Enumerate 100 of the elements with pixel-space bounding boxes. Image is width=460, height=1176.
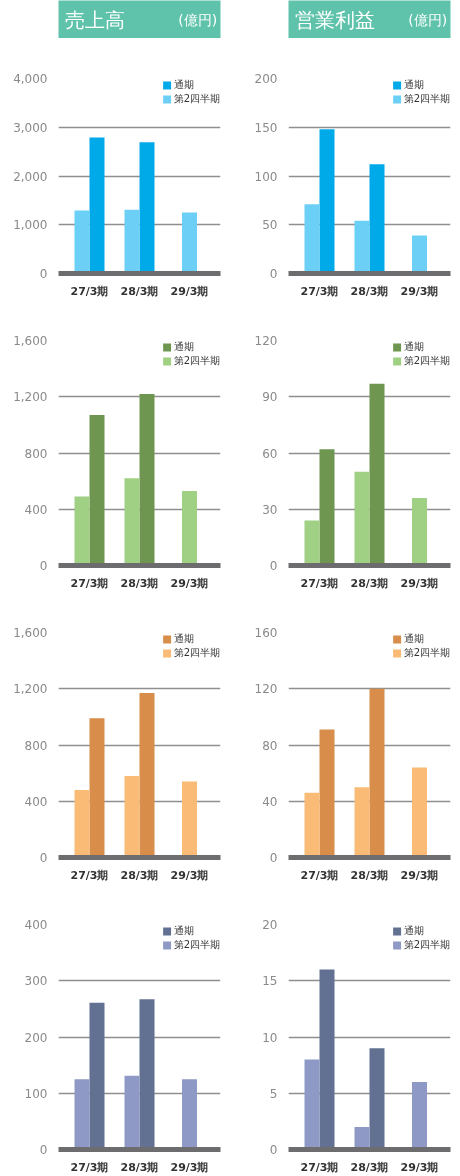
x-tick-label: 29/3期 — [400, 576, 439, 590]
bar — [89, 718, 105, 858]
x-tick-label: 29/3期 — [170, 868, 209, 882]
chart-subtitle: (億円) — [408, 11, 448, 28]
y-tick-label: 1,000 — [13, 218, 48, 233]
y-tick-label: 0 — [39, 1143, 48, 1157]
bar — [369, 1048, 385, 1150]
legend-label: 第2四半期 — [403, 938, 450, 952]
y-tick-label: 200 — [254, 72, 278, 86]
bar — [354, 220, 370, 274]
y-tick-label: 1,200 — [13, 682, 48, 697]
y-tick-label: 100 — [24, 1086, 48, 1101]
bar — [354, 787, 370, 858]
bar — [74, 496, 90, 566]
x-tick-label: 28/3期 — [120, 576, 159, 590]
bar — [89, 137, 105, 274]
y-tick-label: 120 — [254, 334, 278, 348]
legend-label: 第2四半期 — [173, 646, 220, 660]
y-tick-label: 800 — [24, 446, 48, 461]
y-tick-label: 0 — [39, 267, 48, 281]
y-tick-label: 2,000 — [13, 169, 48, 184]
x-tick-label: 28/3期 — [350, 284, 389, 298]
y-tick-label: 0 — [39, 851, 48, 865]
bar — [139, 999, 155, 1150]
x-tick-label: 28/3期 — [120, 284, 159, 298]
bar — [304, 792, 320, 858]
y-tick-label: 400 — [24, 918, 48, 932]
y-tick-label: 15 — [262, 974, 278, 989]
y-tick-label: 10 — [262, 1030, 278, 1045]
bar — [124, 478, 140, 566]
bar — [369, 688, 385, 858]
x-tick-label: 27/3期 — [300, 284, 339, 298]
legend-label: 第2四半期 — [173, 938, 220, 952]
x-tick-label: 27/3期 — [70, 576, 109, 590]
x-tick-label: 27/3期 — [300, 576, 339, 590]
legend-label: 通期 — [173, 78, 194, 92]
y-tick-label: 150 — [254, 120, 278, 135]
x-tick-label: 27/3期 — [70, 1160, 109, 1174]
legend-label: 通期 — [173, 924, 194, 938]
x-tick-label: 27/3期 — [300, 868, 339, 882]
legend-label: 通期 — [403, 340, 424, 354]
bar — [304, 1059, 320, 1150]
y-tick-label: 400 — [24, 794, 48, 809]
y-tick-label: 0 — [39, 559, 48, 573]
legend-label: 通期 — [403, 924, 424, 938]
y-tick-label: 5 — [269, 1086, 278, 1101]
bar — [139, 393, 155, 566]
y-tick-label: 1,600 — [13, 334, 48, 348]
x-tick-label: 28/3期 — [120, 1160, 159, 1174]
y-tick-label: 50 — [262, 218, 278, 233]
x-tick-label: 27/3期 — [70, 284, 109, 298]
bar — [304, 520, 320, 566]
bar — [304, 204, 320, 274]
bar — [319, 129, 335, 274]
legend-label: 第2四半期 — [173, 354, 220, 368]
bar — [369, 383, 385, 566]
bar — [319, 449, 335, 566]
bar — [369, 164, 385, 274]
chart-subtitle: (億円) — [178, 11, 218, 28]
y-tick-label: 90 — [262, 390, 278, 405]
legend-label: 第2四半期 — [403, 92, 450, 106]
bar — [89, 1002, 105, 1150]
bar — [124, 775, 140, 858]
x-tick-label: 29/3期 — [400, 284, 439, 298]
y-tick-label: 4,000 — [13, 72, 48, 86]
y-tick-label: 160 — [254, 626, 278, 640]
x-tick-label: 29/3期 — [400, 868, 439, 882]
x-tick-label: 29/3期 — [170, 576, 209, 590]
chart-title: 営業利益 — [294, 7, 375, 32]
bar — [124, 209, 140, 274]
bar — [319, 969, 335, 1150]
x-tick-label: 28/3期 — [120, 868, 159, 882]
legend-label: 通期 — [403, 632, 424, 646]
y-tick-label: 3,000 — [13, 120, 48, 135]
bar — [74, 210, 90, 274]
x-tick-label: 29/3期 — [170, 1160, 209, 1174]
y-tick-label: 80 — [262, 738, 278, 753]
y-tick-label: 200 — [24, 1030, 48, 1045]
y-tick-label: 800 — [24, 738, 48, 753]
y-tick-label: 300 — [24, 974, 48, 989]
x-tick-label: 27/3期 — [70, 868, 109, 882]
y-tick-label: 120 — [254, 682, 278, 697]
x-tick-label: 27/3期 — [300, 1160, 339, 1174]
x-tick-label: 29/3期 — [170, 284, 209, 298]
y-tick-label: 100 — [254, 169, 278, 184]
legend-label: 第2四半期 — [173, 92, 220, 106]
bar — [139, 692, 155, 858]
bar — [354, 471, 370, 566]
y-tick-label: 60 — [262, 446, 278, 461]
y-tick-label: 400 — [24, 502, 48, 517]
y-tick-label: 0 — [269, 1143, 278, 1157]
bar — [89, 415, 105, 566]
bar — [74, 790, 90, 858]
legend-label: 通期 — [173, 340, 194, 354]
chart-title: 売上高 — [64, 7, 125, 32]
y-tick-label: 0 — [269, 851, 278, 865]
bar — [124, 1075, 140, 1150]
bar — [139, 142, 155, 274]
x-tick-label: 28/3期 — [350, 576, 389, 590]
legend-label: 通期 — [173, 632, 194, 646]
